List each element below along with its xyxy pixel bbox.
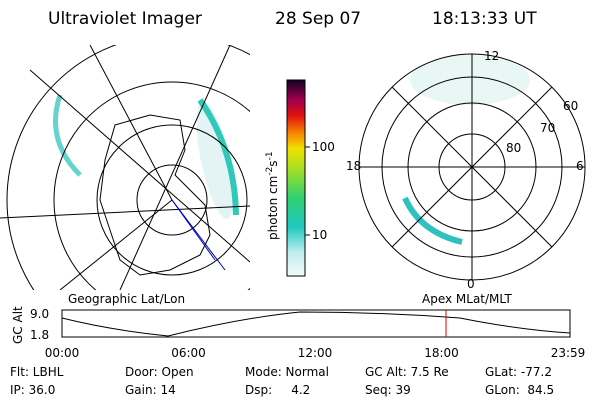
altitude-frame: [61, 309, 571, 338]
colorbar-label: photon cm-2s-1: [265, 151, 280, 240]
info-field: Mode: Normal: [245, 365, 329, 379]
info-field: GLat: -77.2: [485, 365, 552, 379]
info-field: Door: Open: [125, 365, 194, 379]
colorbar-tick: 100: [312, 140, 335, 154]
mlt-label: 0: [467, 277, 475, 291]
info-field: Seq: 39: [365, 383, 411, 397]
info-field: GLon: 84.5: [485, 383, 554, 397]
date: 28 Sep 07: [275, 9, 361, 29]
info-field: Gain: 14: [125, 383, 176, 397]
time-label: 23:59: [551, 346, 586, 360]
lat-label: 60: [563, 99, 578, 113]
mlt-label: 6: [576, 159, 584, 173]
mlt-label: 18: [346, 159, 361, 173]
altitude-tick: 9.0: [30, 307, 49, 321]
right-caption: Apex MLat/MLT: [422, 292, 512, 306]
colorbar: [286, 79, 306, 277]
altitude-tick: 1.8: [30, 328, 49, 342]
altitude-curve: [61, 311, 571, 337]
time-label: 06:00: [171, 346, 206, 360]
colorbar-tick: 10: [312, 228, 327, 242]
time: 18:13:33 UT: [432, 9, 537, 29]
altitude-axis-label: GC Alt: [11, 306, 25, 344]
polar-map: [358, 53, 586, 281]
time-label: 12:00: [298, 346, 333, 360]
info-field: GC Alt: 7.5 Re: [365, 365, 449, 379]
info-field: IP: 36.0: [10, 383, 55, 397]
lat-label: 70: [540, 121, 555, 135]
mlt-label: 12: [484, 49, 499, 63]
time-label: 18:00: [424, 346, 459, 360]
info-field: Flt: LBHL: [10, 365, 64, 379]
instrument: Ultraviolet Imager: [48, 9, 202, 29]
geo-map: [0, 45, 250, 290]
left-caption: Geographic Lat/Lon: [68, 292, 185, 306]
time-label: 00:00: [45, 346, 80, 360]
lat-label: 80: [506, 141, 521, 155]
info-field: Dsp: 4.2: [245, 383, 310, 397]
